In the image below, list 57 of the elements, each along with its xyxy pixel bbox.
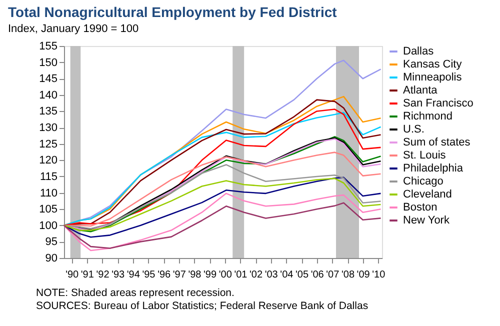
y-tick-label: 135 [39,106,58,118]
x-tick-label: '04 [280,270,294,280]
x-tick-label: '94 [126,270,140,280]
x-tick-label: '06 [310,270,324,280]
x-tick-label: '97 [172,270,186,280]
y-tick-label: 150 [39,56,58,69]
x-tick-label: '05 [295,270,309,280]
legend-label: Minneapolis [403,72,462,84]
y-tick-label: 115 [40,170,58,183]
y-tick-label: 125 [39,138,58,150]
x-tick-label: '02 [250,270,263,280]
x-tick-label: '00 [218,270,232,280]
legend-label: New York [403,214,450,226]
x-tick-label: '03 [264,270,278,280]
legend-label: Chicago [403,176,444,188]
x-tick-label: '98 [188,270,202,280]
line-series [63,152,382,227]
y-tick-label: 145 [39,73,58,86]
legend-label: San Francisco [403,98,474,110]
source-note: SOURCES: Bureau of Labor Statistics; Federal Reserve Bank of Dallas [36,300,368,312]
legend-label: Kansas City [403,58,462,70]
x-tick-label: '90 [66,270,80,280]
x-tick-label: '99 [204,270,217,280]
y-tick-label: 90 [45,252,58,264]
chart-subtitle: Index, January 1990 = 100 [8,23,139,35]
legend-label: U.S. [403,124,424,136]
x-tick-label: '09 [356,270,370,280]
x-tick-label: '93 [112,270,126,280]
legend-label: Atlanta [403,84,438,96]
x-tick-label: '10 [372,270,386,280]
legend-label: Boston [403,202,438,214]
legend-label: Richmond [403,110,453,122]
chart-title: Total Nonagricultural Employment by Fed District [8,4,338,20]
x-tick-label: '92 [96,270,110,280]
x-tick-label: '08 [341,270,355,280]
line-series [63,192,382,252]
y-tick-label: 120 [39,154,58,167]
x-tick-label: '91 [80,270,94,280]
x-tick-label: '95 [142,270,156,280]
y-tick-label: 130 [39,122,58,134]
line-series [63,164,382,230]
y-tick-label: 105 [39,204,58,216]
y-tick-label: 155 [39,40,58,52]
legend-label: Dallas [403,46,434,58]
y-tick-label: 95 [45,236,58,248]
x-tick-label: '96 [158,270,172,280]
y-tick-label: 110 [40,187,58,200]
legend-label: Cleveland [403,188,452,200]
text: NOTE: Shaded areas represent recession. [36,287,234,299]
y-tick-label: 140 [39,89,58,102]
line-series [63,202,382,249]
x-tick-label: '01 [234,270,248,280]
legend-label: St. Louis [403,150,446,162]
x-tick-label: '07 [326,270,340,280]
legend-label: Philadelphia [403,162,464,174]
legend-label: Sum of states [403,136,471,148]
y-tick-label: 100 [39,220,58,232]
